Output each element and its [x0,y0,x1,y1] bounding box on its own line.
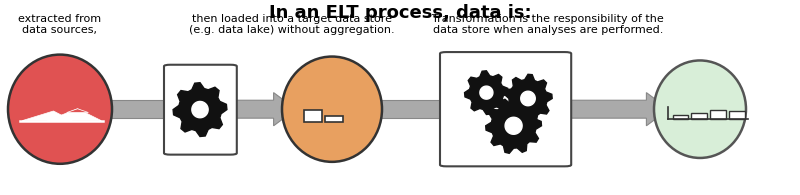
Polygon shape [66,109,88,113]
Polygon shape [173,83,227,136]
Polygon shape [192,101,208,118]
FancyArrow shape [226,93,296,126]
Polygon shape [22,111,72,121]
Text: In an ELT process, data is:: In an ELT process, data is: [269,4,531,22]
Polygon shape [480,86,493,99]
Polygon shape [465,71,508,114]
FancyBboxPatch shape [440,52,571,166]
Polygon shape [504,74,552,122]
FancyArrow shape [560,93,669,126]
Ellipse shape [8,55,112,164]
Ellipse shape [282,57,382,162]
Ellipse shape [654,60,746,158]
Bar [729,111,745,119]
Text: then loaded into a target data store
(e.g. data lake) without aggregation.: then loaded into a target data store (e.… [189,14,395,35]
FancyArrow shape [378,100,450,118]
Polygon shape [486,98,542,153]
FancyBboxPatch shape [164,65,237,155]
Bar [304,110,322,122]
Polygon shape [47,109,102,121]
FancyArrow shape [94,100,174,118]
Bar [691,113,707,119]
Bar [710,110,726,119]
Text: Transformation is the responsibility of the
data store when analyses are perform: Transformation is the responsibility of … [432,14,664,35]
Text: extracted from
data sources,: extracted from data sources, [18,14,102,35]
Polygon shape [521,91,535,106]
Bar [673,115,688,119]
Polygon shape [505,117,522,134]
Bar [326,116,343,122]
